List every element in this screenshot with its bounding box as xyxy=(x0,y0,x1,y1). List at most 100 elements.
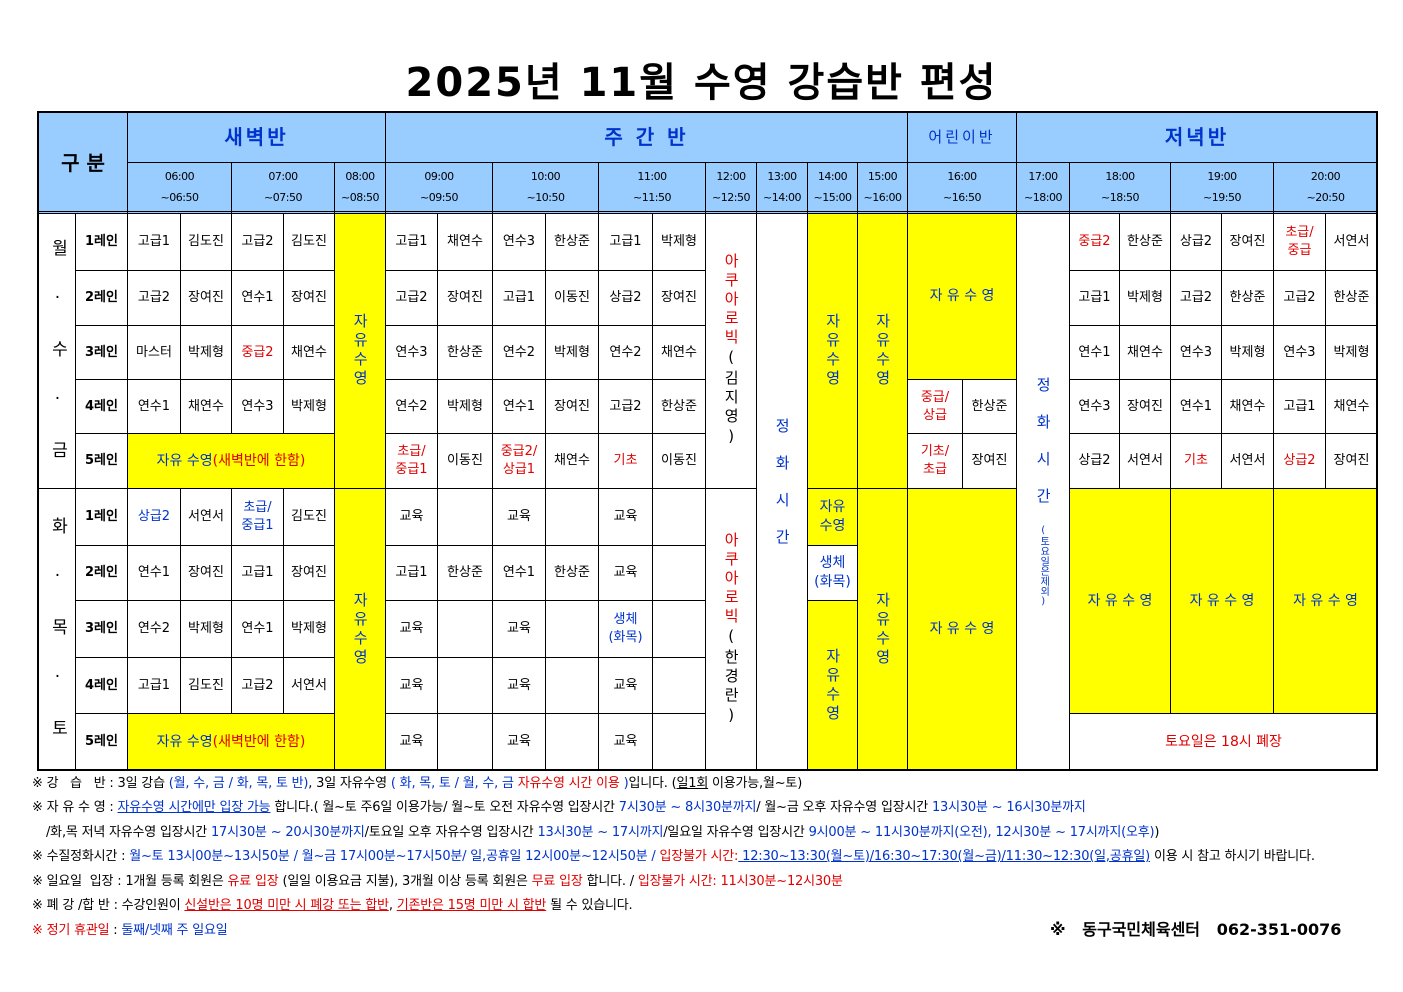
class-cell: 연수3 xyxy=(385,325,438,380)
class-cell: 고급1 xyxy=(385,213,438,271)
class-cell: 한상준 xyxy=(962,379,1017,434)
text: 초급/ 중급1 xyxy=(241,500,274,533)
text: 서연서 xyxy=(1333,234,1370,250)
merged-cell: 자유수영 xyxy=(857,213,908,489)
text: 채연수 xyxy=(554,453,590,469)
time-header: 15:00 ~16:00 xyxy=(857,162,908,214)
class-cell: 김도진 xyxy=(180,213,232,271)
text: 17:00 xyxy=(1028,170,1058,184)
class-cell: 채연수 xyxy=(1325,379,1378,434)
class-cell: 중급2 xyxy=(1069,213,1120,271)
text: 새벽반 xyxy=(224,125,289,149)
text: 이용 시 참고 하시기 바랍니다. xyxy=(1150,849,1315,864)
text: 자 유 수 영 xyxy=(1189,592,1255,609)
text: 장여진 xyxy=(291,290,327,306)
text: 자유수영 xyxy=(351,313,370,389)
text: 마스터 xyxy=(136,344,172,360)
merged-cell: 생체 (화목) xyxy=(807,545,858,601)
text: 고급1 xyxy=(1283,398,1316,414)
merged-cell: 자 유 수 영 xyxy=(1170,488,1274,714)
class-cell: 고급1 xyxy=(385,545,438,601)
class-cell: 이동진 xyxy=(652,433,706,489)
merged-cell: 자 유 수 영 xyxy=(1273,488,1378,714)
class-cell: 연수1 xyxy=(492,379,546,434)
text: (김지영) xyxy=(722,348,741,449)
text: 중급2 xyxy=(1078,234,1111,250)
text: 연수2 xyxy=(137,621,171,637)
class-cell: 이동진 xyxy=(437,433,493,489)
class-cell: 장여진 xyxy=(437,270,493,326)
text: 교육 xyxy=(507,677,531,693)
class-cell: 장여진 xyxy=(180,545,232,601)
text: 자유수영 xyxy=(823,647,842,724)
time-header: 09:00 ~09:50 xyxy=(385,162,493,214)
text: 19:00 xyxy=(1207,170,1237,184)
text: 둘째/넷째 주 일요일 xyxy=(121,923,228,938)
text: 이동진 xyxy=(661,453,697,469)
text: 자 유 수 영 xyxy=(929,288,995,305)
class-cell: 박제형 xyxy=(283,600,335,658)
text: 아쿠아로빅 xyxy=(722,253,741,348)
class-cell: 김도진 xyxy=(283,213,335,271)
text: 고급1 xyxy=(395,565,428,581)
text: 연수1 xyxy=(241,290,274,306)
text: 고급2 xyxy=(395,290,428,306)
text: 어린이반 xyxy=(928,128,996,147)
text: 고급1 xyxy=(609,234,642,250)
class-cell: 연수3 xyxy=(1170,325,1222,380)
class-cell: 고급1 xyxy=(1273,379,1326,434)
text: 자유수영 시간에만 입장 가능 xyxy=(117,800,271,815)
text: 장여진 xyxy=(291,565,327,581)
text: 3레인 xyxy=(85,344,118,360)
class-cell: 연수1 xyxy=(127,545,181,601)
text: 연수2 xyxy=(502,344,536,360)
class-cell xyxy=(545,488,599,546)
text: 초급/ 중급 xyxy=(1285,225,1314,258)
text: 고급1 xyxy=(502,290,536,306)
text: ~11:50 xyxy=(633,191,671,204)
merged-cell: 자유수영 xyxy=(857,488,908,771)
text: 14:00 xyxy=(817,170,848,184)
text: ~16:00 xyxy=(863,191,902,204)
class-cell: 박제형 xyxy=(283,379,335,434)
text: 박제형 xyxy=(188,621,224,637)
text: 서연서 xyxy=(291,677,327,693)
class-cell: 박제형 xyxy=(180,600,232,658)
time-header: 13:00 ~14:00 xyxy=(756,162,808,214)
text: ~15:00 xyxy=(813,191,852,204)
merged-cell: 자 유 수 영 xyxy=(1069,488,1171,714)
class-cell: 교육 xyxy=(598,657,653,714)
class-cell: 채연수 xyxy=(652,325,706,380)
class-cell: 고급2 xyxy=(231,657,284,714)
text: 연수1 xyxy=(502,398,536,414)
text: 13시30분 ~ 16시30분까지 xyxy=(931,800,1086,815)
text: 생체 (화목) xyxy=(608,612,643,645)
class-cell: 서연서 xyxy=(283,657,335,714)
class-cell: 교육 xyxy=(385,600,438,658)
text: 박제형 xyxy=(554,344,590,360)
class-cell xyxy=(652,545,706,601)
class-cell: 연수1 xyxy=(1069,325,1120,380)
class-cell xyxy=(652,600,706,658)
class-cell: 연수2 xyxy=(127,600,181,658)
class-cell: 연수1 xyxy=(231,270,284,326)
session-header: 주 간 반 xyxy=(385,112,908,163)
text: 무료 입장 xyxy=(531,874,583,889)
text: 16:00 xyxy=(947,170,977,184)
text: 생체 (화목) xyxy=(814,555,851,590)
class-cell: 고급1 xyxy=(492,270,546,326)
text: 자 유 수 영 xyxy=(929,621,995,638)
text: ~16:50 xyxy=(943,191,981,204)
text: 교육 xyxy=(399,621,424,637)
class-cell: 중급2 xyxy=(231,325,284,380)
text: 토요일은 18시 폐장 xyxy=(1165,733,1282,750)
time-header: 16:00 ~16:50 xyxy=(907,162,1017,214)
text: 고급2 xyxy=(137,290,171,306)
text: ) xyxy=(619,776,629,791)
class-cell: 연수1 xyxy=(231,600,284,658)
schedule-table: 구 분 새벽반 주 간 반 어린이반 저녁반 06:00 ~06:50 07:00 ~07:50… xyxy=(38,112,1378,771)
class-cell: 고급1 xyxy=(598,213,653,271)
class-cell: 장여진 xyxy=(1221,213,1274,271)
class-cell: 장여진 xyxy=(962,433,1017,489)
merged-cell: 자유 수영 (새벽반에 한함) xyxy=(127,433,335,489)
